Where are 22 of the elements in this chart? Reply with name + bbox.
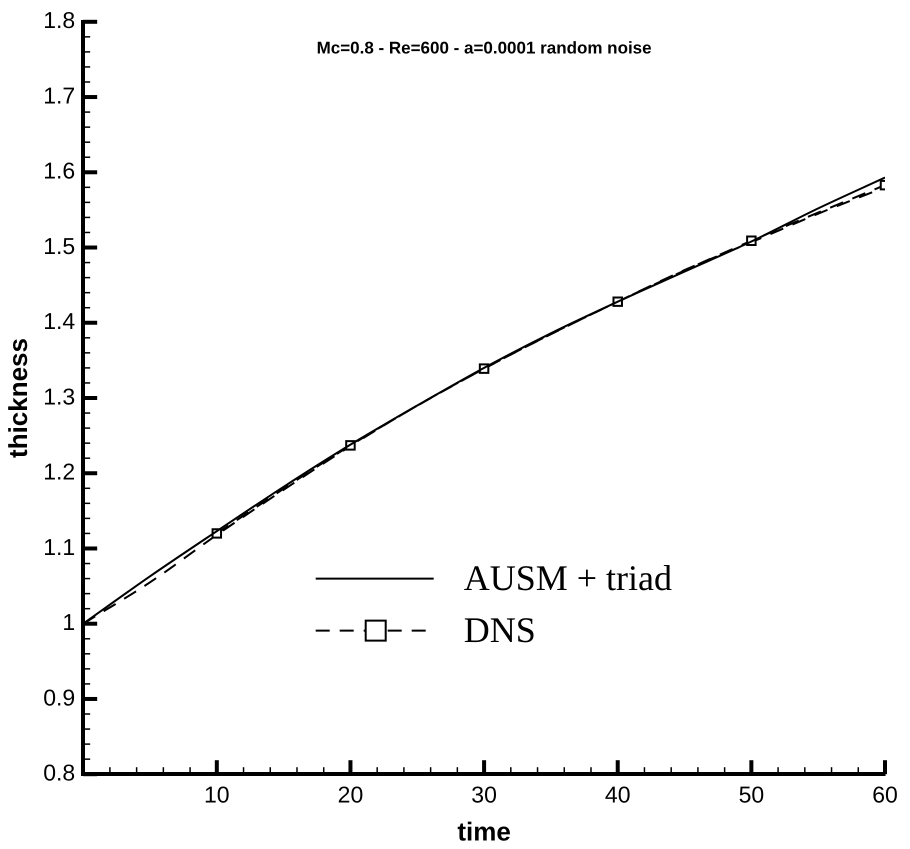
y-tick-label: 1.5 — [43, 232, 76, 259]
x-tick-label: 40 — [604, 781, 631, 808]
y-tick-label: 1.3 — [43, 383, 76, 410]
x-tick-label: 50 — [738, 781, 764, 808]
y-tick-label: 0.8 — [43, 760, 76, 786]
y-tick-label: 1.4 — [43, 308, 76, 334]
y-tick-label: 1.1 — [43, 534, 76, 560]
x-tick-label: 60 — [872, 781, 898, 808]
y-tick-label: 1.8 — [43, 7, 76, 34]
legend-label: AUSM + triad — [464, 558, 672, 598]
text: Mc=0.8 - Re=600 - a=0.0001 random noise — [316, 38, 652, 58]
x-tick-label: 30 — [471, 781, 497, 808]
legend-label: DNS — [464, 610, 536, 650]
x-axis-title: time — [457, 816, 511, 847]
y-axis-title: thickness — [2, 338, 33, 458]
y-tick-label: 0.9 — [43, 684, 76, 710]
y-tick-label: 1 — [62, 609, 76, 636]
y-tick-label: 1.2 — [43, 458, 76, 485]
y-tick-label: 1.7 — [43, 82, 76, 108]
x-tick-label: 10 — [204, 781, 230, 808]
y-tick-label: 1.6 — [43, 158, 76, 184]
x-tick-label: 20 — [338, 781, 364, 808]
